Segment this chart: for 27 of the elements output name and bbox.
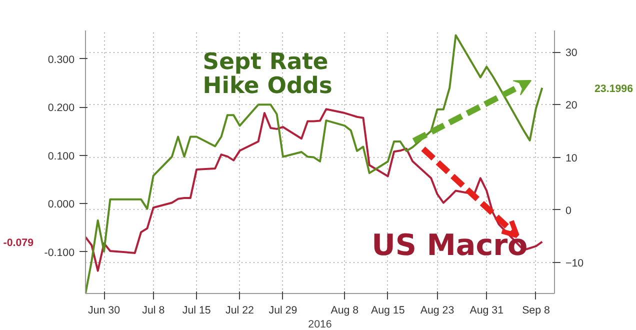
x-tick-label: Jun 30 [88,304,120,316]
series-label: Sept Rate Hike Odds [202,49,332,99]
x-tick-label: Aug 31 [470,304,504,316]
series-label: US Macro [372,228,528,262]
x-tick-label: Jul 22 [226,304,254,316]
x-tick-label: Aug 15 [370,304,405,316]
text: 23.1996 [594,82,634,95]
x-tick-label: Jul 8 [142,304,165,316]
y-tick-label: 0.000 [48,198,75,211]
x-tick-label: Jul 15 [182,304,211,316]
x-axis-title: 2016 [308,318,332,330]
y2-tick-label: 20 [566,100,578,112]
x-tick-label: Aug 23 [420,304,454,316]
x-tick-label: Aug 8 [330,304,359,316]
x-tick-label: Jul 29 [268,304,298,316]
y2-tick-label: 0 [566,204,572,217]
line-series [86,34,544,294]
y-tick-label: 0.200 [48,102,75,114]
y2-tick-label: 10 [566,152,578,164]
y2-tick-label: 30 [566,47,578,60]
y2-tick-label: −10 [566,257,584,270]
line-series [86,108,544,272]
y-tick-label: -0.100 [44,247,75,259]
y-tick-label: 0.300 [48,54,75,66]
text: -0.079 [3,236,34,249]
y-tick-label: 0.100 [48,150,75,162]
x-tick-label: Sep 8 [522,304,550,316]
